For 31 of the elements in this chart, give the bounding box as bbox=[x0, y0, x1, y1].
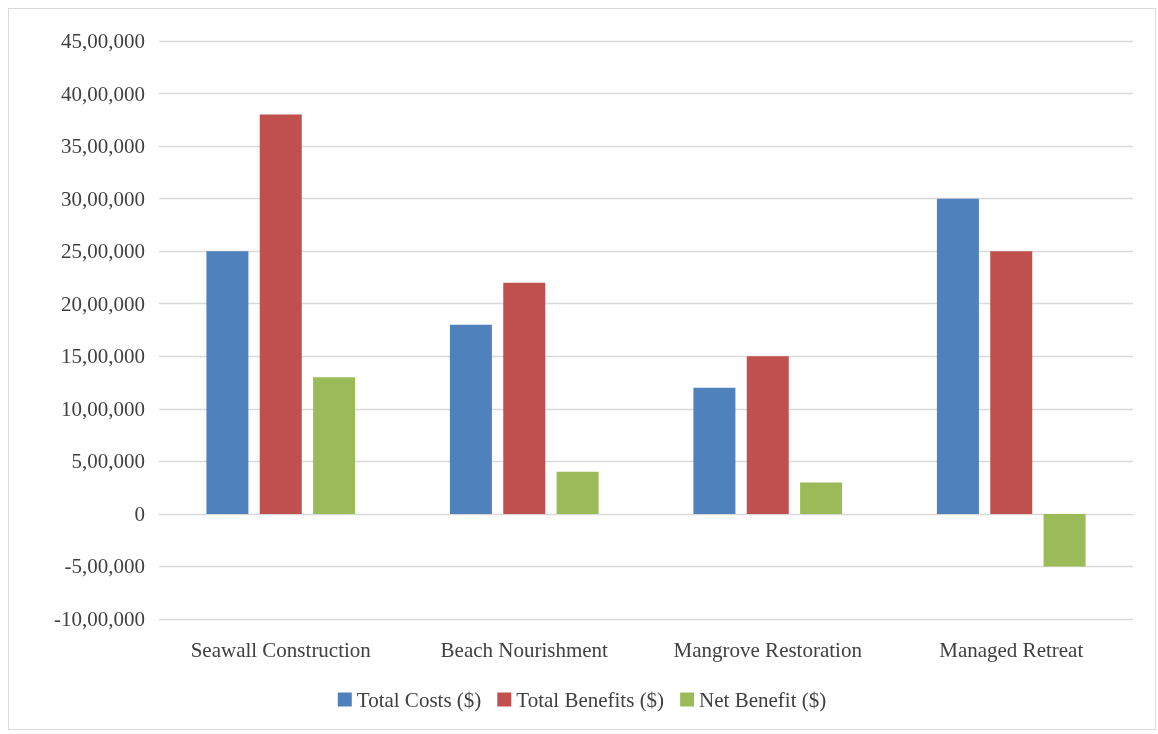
legend-label: Total Benefits ($) bbox=[516, 687, 665, 712]
bar bbox=[556, 471, 599, 514]
bar bbox=[313, 377, 356, 514]
bar bbox=[693, 387, 736, 514]
bar bbox=[259, 114, 302, 514]
y-tick-label: -5,00,000 bbox=[64, 554, 145, 579]
bar bbox=[990, 251, 1033, 514]
y-tick-label: 5,00,000 bbox=[71, 449, 145, 474]
bar bbox=[503, 282, 546, 514]
y-tick-label: -10,00,000 bbox=[54, 607, 145, 631]
legend-label: Net Benefit ($) bbox=[699, 687, 827, 712]
y-tick-label: 10,00,000 bbox=[61, 396, 145, 421]
y-tick-label: 25,00,000 bbox=[61, 239, 145, 264]
y-tick-label: 30,00,000 bbox=[61, 186, 145, 211]
x-tick-label: Seawall Construction bbox=[190, 637, 372, 662]
y-tick-label: 40,00,000 bbox=[61, 81, 145, 106]
bar bbox=[1043, 513, 1086, 567]
bar bbox=[746, 356, 789, 514]
y-tick-label: 45,00,000 bbox=[61, 29, 145, 53]
bar bbox=[800, 482, 843, 514]
bar bbox=[936, 198, 979, 514]
bar bbox=[206, 251, 249, 514]
legend-label: Total Costs ($) bbox=[356, 687, 482, 712]
y-tick-label: 15,00,000 bbox=[61, 344, 145, 369]
x-tick-label: Mangrove Restoration bbox=[673, 637, 863, 662]
y-tick-label: 0 bbox=[134, 501, 145, 526]
x-tick-label: Managed Retreat bbox=[939, 637, 1084, 662]
y-tick-label: 20,00,000 bbox=[61, 291, 145, 316]
bar bbox=[449, 324, 492, 514]
y-tick-label: 35,00,000 bbox=[61, 134, 145, 159]
x-tick-label: Beach Nourishment bbox=[440, 637, 609, 662]
